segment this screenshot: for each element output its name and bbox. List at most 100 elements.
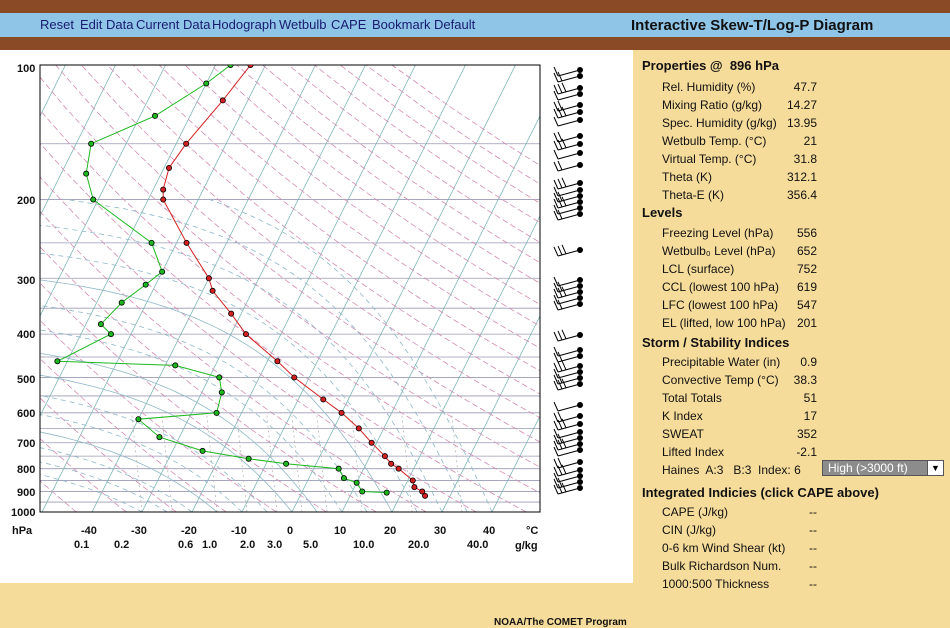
wind-barb-flag bbox=[557, 411, 563, 422]
prop-label-thetae: Theta-E (K) bbox=[662, 188, 725, 202]
w-tick-2: 0.6 bbox=[178, 539, 193, 551]
temperature-point bbox=[274, 358, 281, 365]
isotherm-line bbox=[40, 65, 166, 317]
dry-adiabat-line bbox=[40, 319, 277, 512]
menu-wetbulb[interactable]: Wetbulb bbox=[279, 17, 327, 32]
wind-barb-flag bbox=[557, 160, 563, 171]
wind-barb-flag bbox=[557, 361, 563, 372]
p-tick-700: 700 bbox=[17, 438, 35, 450]
wind-barb-dot bbox=[577, 193, 583, 199]
menu-default[interactable]: Default bbox=[434, 17, 476, 32]
p-tick-600: 600 bbox=[17, 408, 35, 420]
prop-value-rh: 47.7 bbox=[793, 80, 817, 94]
mixing-ratio-line bbox=[266, 412, 278, 512]
wind-barb-flag bbox=[557, 477, 563, 488]
wind-barb-dot bbox=[577, 402, 583, 408]
wind-barb-flag bbox=[553, 440, 559, 451]
wind-barb-dot bbox=[577, 277, 583, 283]
t-tick-40: 40 bbox=[483, 525, 495, 537]
mixing-ratio-line bbox=[291, 412, 303, 512]
menu-current-data[interactable]: Current Data bbox=[136, 17, 211, 32]
w-tick-5: 3.0 bbox=[267, 539, 282, 551]
wind-barb-dot bbox=[577, 85, 583, 91]
dewpoint-point bbox=[359, 488, 366, 495]
wind-barb-flag bbox=[557, 191, 563, 202]
dropdown-arrow-icon[interactable]: ▼ bbox=[927, 461, 943, 475]
wind-barb-staff bbox=[557, 475, 581, 483]
moist-adiabat-line bbox=[67, 199, 468, 512]
int-value-shear: -- bbox=[809, 541, 817, 555]
dewpoint-point bbox=[172, 362, 179, 369]
wind-barb-flag bbox=[561, 418, 567, 429]
w-tick-8: 20.0 bbox=[408, 539, 429, 551]
dewpoint-point bbox=[88, 140, 95, 147]
storm-label-li: Lifted Index bbox=[662, 445, 725, 459]
menu-cape[interactable]: CAPE bbox=[331, 17, 367, 32]
wind-barb-flag bbox=[553, 186, 559, 197]
wind-barb-flag bbox=[553, 210, 559, 221]
wind-barb-flag bbox=[557, 71, 563, 82]
prop-label-virtual: Virtual Temp. (°C) bbox=[662, 152, 757, 166]
storm-value-sweat: 352 bbox=[796, 427, 817, 441]
menu-edit-data[interactable]: Edit Data bbox=[80, 17, 134, 32]
wind-barb-flag bbox=[561, 106, 567, 117]
storm-label-pw: Precipitable Water (in) bbox=[662, 355, 781, 369]
wind-barb-flag bbox=[553, 132, 559, 143]
prop-value-spec: 13.95 bbox=[786, 116, 817, 130]
dewpoint-point bbox=[213, 409, 220, 416]
plot-frame bbox=[39, 64, 541, 513]
properties-level-unit: hPa bbox=[755, 58, 779, 73]
skew-t-chart[interactable]: 100 200 300 400 500 600 700 800 900 1000… bbox=[0, 50, 633, 583]
menu-hodograph[interactable]: Hodograph bbox=[212, 17, 277, 32]
mixing-ratio-line bbox=[236, 412, 248, 512]
level-label-freezing: Freezing Level (hPa) bbox=[662, 226, 774, 240]
moist-adiabat-line bbox=[40, 474, 143, 512]
wind-barb-flag bbox=[557, 373, 563, 384]
isotherm-line bbox=[241, 65, 466, 512]
wind-barb-dot bbox=[577, 150, 583, 156]
dewpoint-point bbox=[353, 479, 360, 486]
dewpoint-point bbox=[340, 475, 347, 482]
wind-barb-dot bbox=[577, 133, 583, 139]
wind-barb-flag bbox=[553, 108, 559, 119]
isotherm-line bbox=[291, 65, 516, 512]
properties-header: Properties @ 896 hPa bbox=[642, 58, 779, 73]
wind-barb-flag bbox=[553, 420, 559, 431]
temperature-point bbox=[395, 465, 402, 472]
wind-barb-flag bbox=[553, 149, 559, 160]
wind-barb-flag bbox=[557, 483, 563, 494]
dry-adiabat-line bbox=[184, 65, 540, 327]
haines-select[interactable]: High (>3000 ft) ▼ bbox=[822, 460, 944, 476]
menu-bookmark[interactable]: Bookmark bbox=[372, 17, 431, 32]
dry-adiabat-line bbox=[40, 76, 540, 468]
level-value-lfc: 547 bbox=[796, 298, 817, 312]
storm-value-tt: 51 bbox=[803, 391, 817, 405]
wind-barb-flag bbox=[561, 329, 567, 340]
dewpoint-point bbox=[383, 489, 390, 496]
skew-t-panel: 100 200 300 400 500 600 700 800 900 1000… bbox=[0, 50, 633, 628]
storm-label-convtemp: Convective Temp (°C) bbox=[662, 373, 779, 387]
menu-bar: Reset Edit Data Current Data Hodograph W… bbox=[0, 13, 950, 37]
isotherm-line bbox=[41, 65, 266, 512]
t-tick-0: 0 bbox=[287, 525, 293, 537]
w-tick-6: 5.0 bbox=[303, 539, 318, 551]
wind-barb-dot bbox=[577, 429, 583, 435]
wind-barb-flag bbox=[561, 378, 567, 389]
temperature-point bbox=[338, 409, 345, 416]
isotherm-line bbox=[391, 215, 540, 512]
dry-adiabat-line bbox=[81, 65, 540, 419]
wind-barb-dot bbox=[577, 109, 583, 115]
wind-barb-dot bbox=[577, 199, 583, 205]
level-value-ccl: 619 bbox=[796, 280, 817, 294]
menu-reset[interactable]: Reset bbox=[40, 17, 74, 32]
prop-label-theta: Theta (K) bbox=[662, 170, 713, 184]
wind-barb-dot bbox=[577, 205, 583, 211]
wind-barb-dot bbox=[577, 369, 583, 375]
prop-label-spec: Spec. Humidity (g/kg) bbox=[662, 116, 777, 130]
wind-barb-flag bbox=[557, 439, 563, 450]
dewpoint-point bbox=[148, 239, 155, 246]
dewpoint-point bbox=[152, 112, 159, 119]
wind-barb-flag bbox=[553, 484, 559, 495]
temperature-point bbox=[411, 484, 418, 491]
level-label-ccl: CCL (lowest 100 hPa) bbox=[662, 280, 779, 294]
